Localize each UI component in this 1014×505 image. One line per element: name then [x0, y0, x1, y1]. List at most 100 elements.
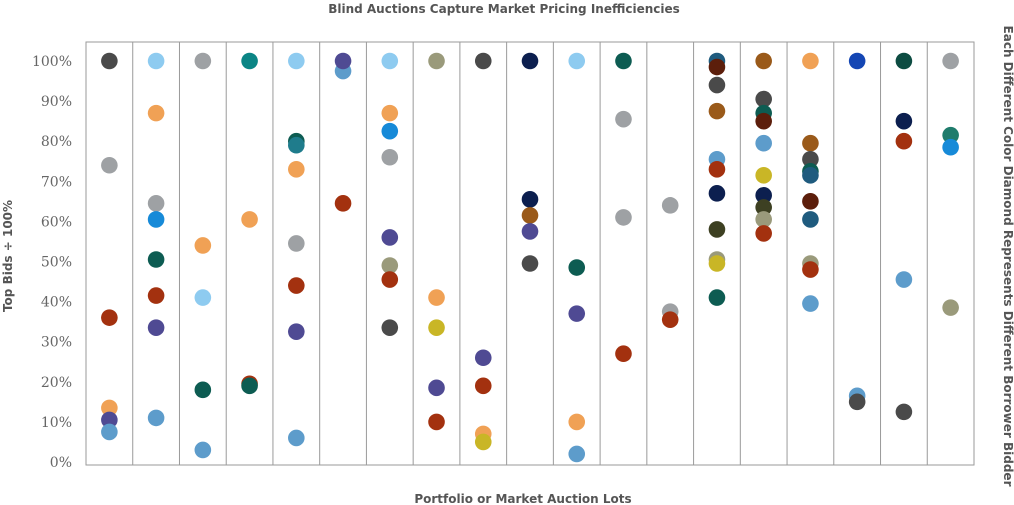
data-point — [755, 187, 772, 204]
data-point — [708, 58, 726, 76]
data-point — [381, 122, 399, 140]
data-point — [802, 166, 819, 184]
data-point — [708, 102, 726, 120]
data-point — [848, 52, 866, 70]
data-point — [895, 271, 913, 288]
data-point — [474, 433, 492, 451]
data-point — [381, 148, 399, 166]
data-point — [428, 319, 445, 336]
data-point — [802, 150, 819, 168]
data-point — [288, 136, 305, 154]
data-point — [895, 112, 913, 130]
data-point — [848, 393, 866, 411]
data-point — [101, 309, 118, 326]
data-point — [895, 52, 913, 70]
data-point — [194, 441, 212, 459]
data-point — [568, 259, 586, 276]
data-point — [802, 295, 819, 312]
data-point — [802, 193, 819, 210]
data-point — [288, 429, 305, 447]
data-point — [708, 76, 726, 94]
data-point — [615, 110, 632, 128]
data-point — [521, 223, 539, 240]
data-point — [802, 52, 819, 70]
data-point — [147, 251, 165, 268]
data-point — [147, 104, 165, 122]
y-tick-label: 70% — [41, 174, 72, 190]
data-point — [381, 104, 399, 122]
y-tick-label: 40% — [41, 295, 72, 311]
data-point — [474, 52, 492, 70]
data-point — [241, 52, 258, 70]
data-point — [474, 349, 492, 367]
data-point — [568, 413, 586, 431]
data-point — [568, 445, 586, 463]
data-point — [802, 134, 819, 152]
data-point — [334, 52, 352, 70]
y-tick-label: 90% — [41, 94, 72, 110]
data-point — [661, 197, 679, 214]
data-point — [802, 211, 819, 228]
data-point — [101, 423, 118, 441]
data-point — [755, 211, 772, 228]
chart-title: Blind Auctions Capture Market Pricing In… — [328, 2, 680, 16]
data-point — [288, 52, 305, 70]
data-point — [101, 411, 118, 429]
plot-frame — [85, 41, 975, 466]
data-point — [521, 191, 539, 208]
y-axis-label: Top Bids ÷ 100% — [1, 200, 15, 312]
data-point — [147, 211, 165, 228]
data-point — [708, 185, 726, 202]
data-point — [755, 225, 772, 242]
y-tick-label: 50% — [41, 255, 72, 271]
data-point — [194, 289, 212, 306]
data-point — [428, 413, 445, 431]
data-point — [381, 271, 399, 288]
data-point — [568, 52, 586, 70]
data-point — [381, 257, 399, 274]
data-point — [147, 287, 165, 304]
data-point — [288, 323, 305, 340]
data-point — [942, 138, 959, 156]
data-point — [147, 195, 165, 212]
data-point — [708, 221, 726, 238]
data-point — [147, 52, 165, 70]
data-point — [661, 311, 679, 328]
data-point — [521, 52, 539, 70]
data-point — [147, 319, 165, 336]
data-point — [101, 399, 118, 417]
data-point — [615, 209, 632, 226]
data-point — [288, 160, 305, 178]
data-point — [147, 409, 165, 427]
data-point — [708, 255, 726, 272]
data-point — [381, 319, 399, 336]
data-point — [428, 52, 445, 70]
y-tick-label: 20% — [41, 375, 72, 391]
data-point — [381, 52, 399, 70]
right-axis-label: Each Different Color Diamond Represents … — [1001, 26, 1014, 487]
y-tick-labels: 0% 10% 20% 30% 40% 50% 60% 70% 80% 90% 100% — [32, 54, 72, 471]
data-point — [755, 112, 772, 130]
data-point — [755, 90, 772, 108]
data-point — [381, 229, 399, 246]
data-point — [755, 134, 772, 152]
data-point — [241, 377, 258, 395]
data-point — [895, 132, 913, 150]
data-point — [288, 235, 305, 252]
data-point — [615, 52, 632, 70]
data-point — [194, 237, 212, 254]
data-point — [288, 277, 305, 294]
data-point — [101, 156, 118, 174]
data-point — [895, 403, 913, 421]
data-point — [521, 255, 539, 272]
data-point — [568, 305, 586, 322]
data-point — [755, 166, 772, 184]
plot-border — [85, 41, 975, 466]
y-tick-label: 0% — [50, 455, 72, 471]
data-point — [101, 52, 118, 70]
data-points — [101, 52, 959, 463]
data-point — [474, 377, 492, 395]
data-point — [942, 126, 959, 144]
data-point — [755, 199, 772, 216]
